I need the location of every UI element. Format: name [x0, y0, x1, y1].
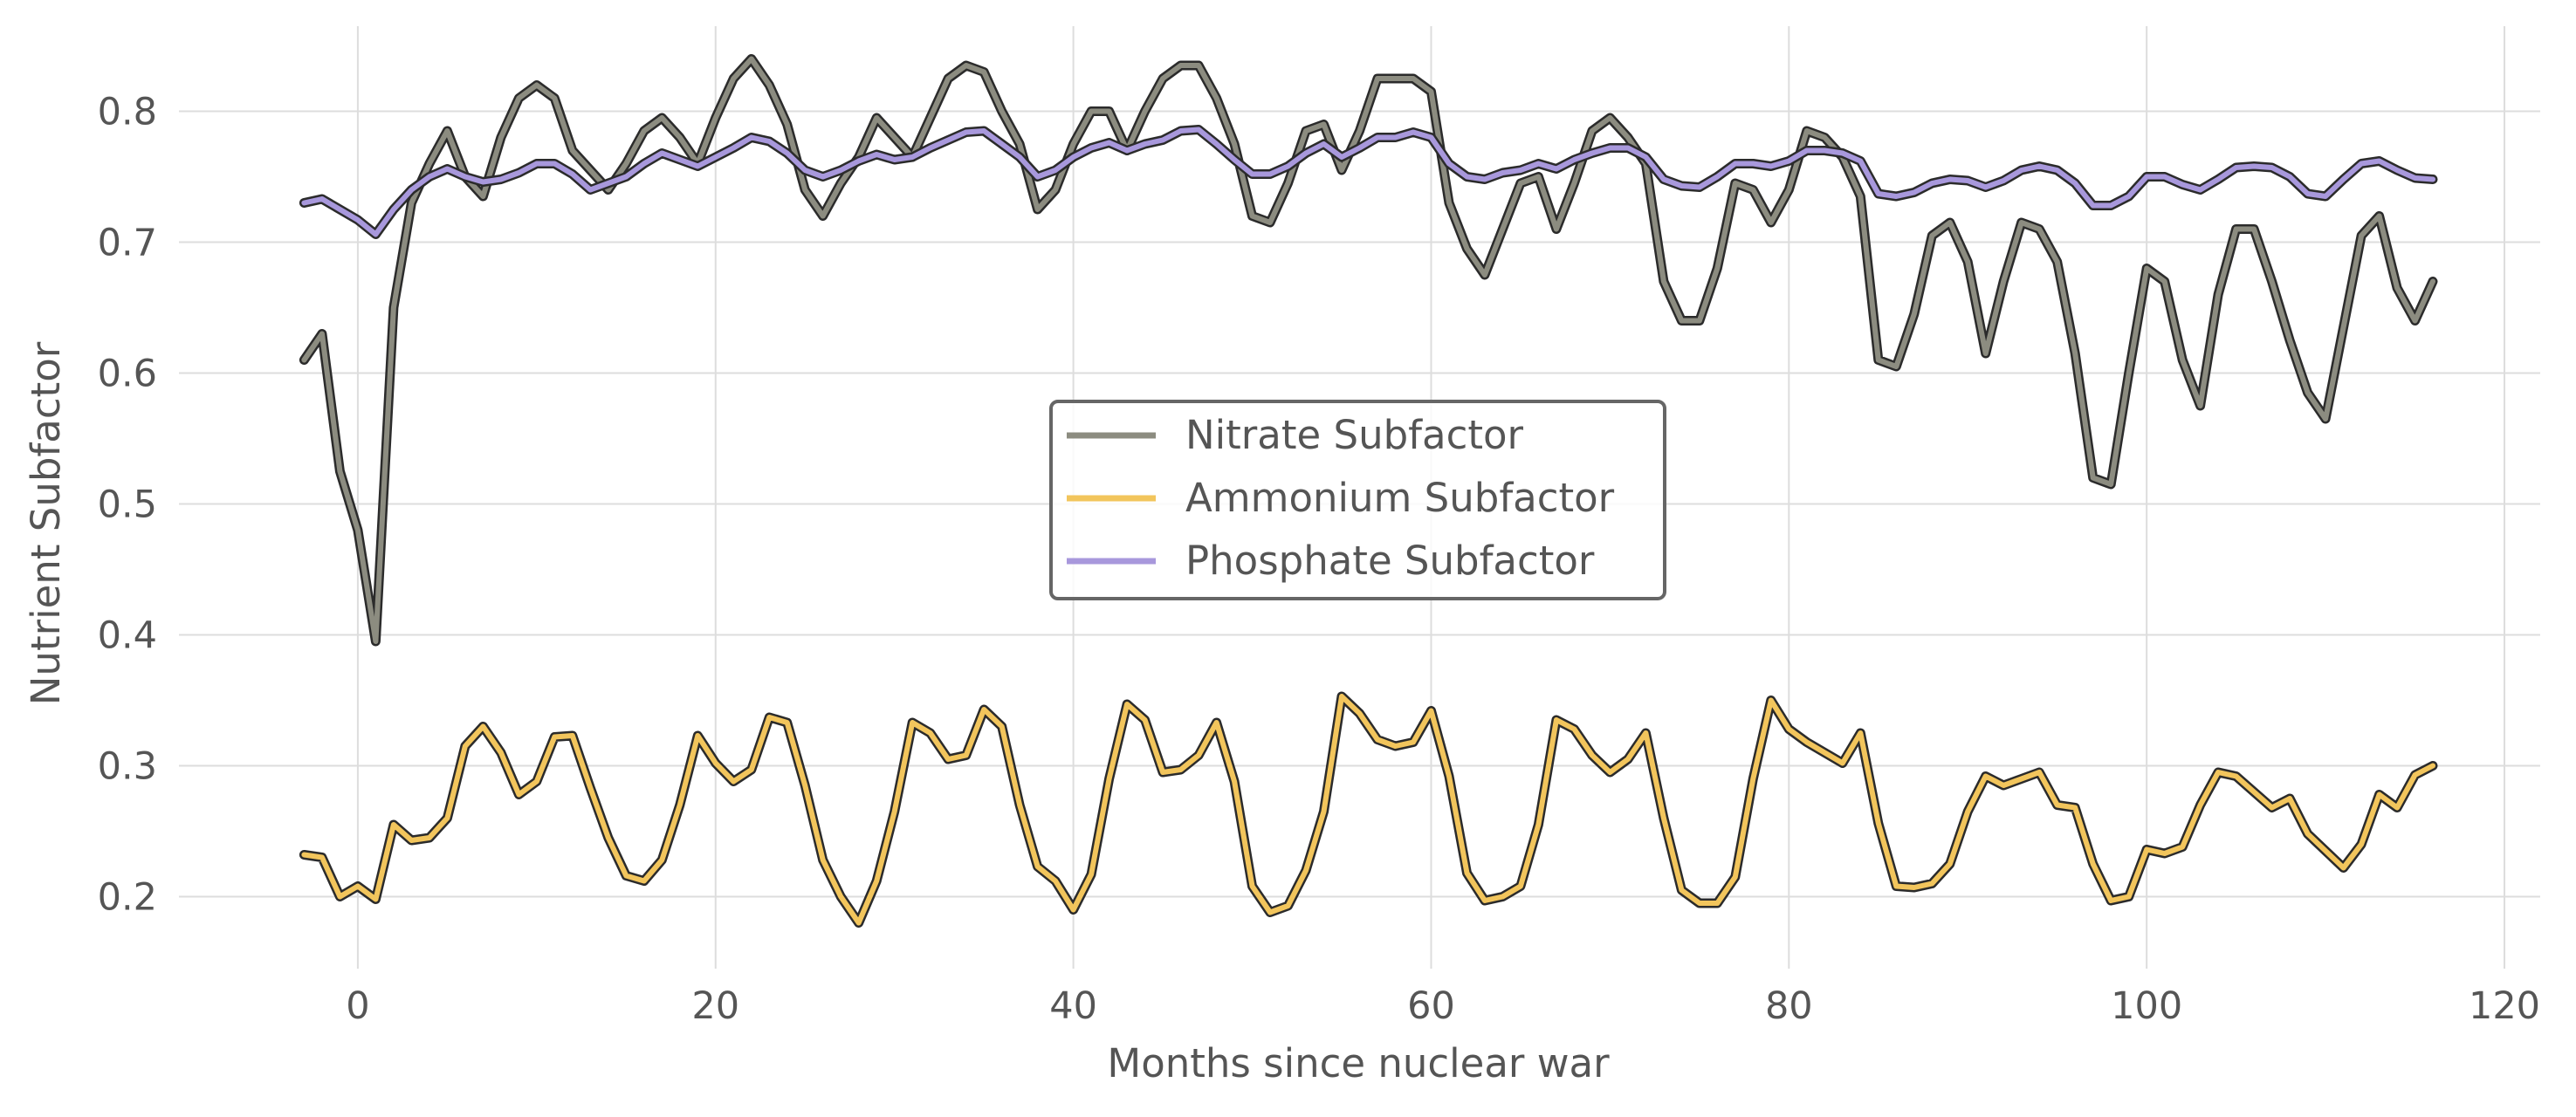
x-axis: 0 20 40 60 80 100 120 — [346, 984, 2540, 1028]
legend-frame — [1049, 400, 1666, 600]
x-axis-label: Months since nuclear war — [1107, 1040, 1610, 1086]
x-tick-label: 0 — [346, 984, 369, 1028]
series-line-nitrate-subfactor — [301, 56, 2435, 644]
x-tick-label: 80 — [1765, 984, 1813, 1028]
y-tick-label: 0.3 — [98, 745, 157, 789]
y-gridlines — [179, 110, 2540, 898]
y-tick-label: 0.5 — [98, 483, 157, 527]
plot-area — [299, 54, 2438, 928]
series-nitrate-subfactor — [299, 54, 2438, 647]
series-phosphate-subfactor — [299, 125, 2438, 239]
y-tick-label: 0.4 — [98, 614, 157, 658]
x-tick-label: 100 — [2111, 984, 2182, 1028]
legend-item-phosphate: Phosphate Subfactor — [1067, 538, 1595, 584]
y-tick-label: 0.7 — [98, 222, 157, 265]
legend-label-nitrate: Nitrate Subfactor — [1185, 412, 1524, 458]
x-tick-label: 60 — [1407, 984, 1455, 1028]
series-line-phosphate-subfactor — [301, 127, 2435, 237]
y-tick-label: 0.6 — [98, 353, 157, 396]
legend-item-ammonium: Ammonium Subfactor — [1067, 475, 1615, 521]
x-tick-label: 20 — [691, 984, 739, 1028]
legend-item-nitrate: Nitrate Subfactor — [1067, 412, 1524, 458]
legend: Nitrate Subfactor Ammonium Subfactor Pho… — [1049, 400, 1666, 600]
legend-label-phosphate: Phosphate Subfactor — [1185, 538, 1595, 584]
y-tick-label: 0.8 — [98, 91, 157, 134]
series-line-ammonium-subfactor — [301, 694, 2435, 926]
x-tick-label: 120 — [2469, 984, 2540, 1028]
y-axis-label: Nutrient Subfactor — [23, 341, 69, 705]
series-ammonium-subfactor — [299, 691, 2438, 928]
y-axis: 0.2 0.3 0.4 0.5 0.6 0.7 0.8 — [98, 91, 157, 920]
x-tick-label: 40 — [1049, 984, 1097, 1028]
legend-label-ammonium: Ammonium Subfactor — [1185, 475, 1615, 521]
y-tick-label: 0.2 — [98, 876, 157, 920]
